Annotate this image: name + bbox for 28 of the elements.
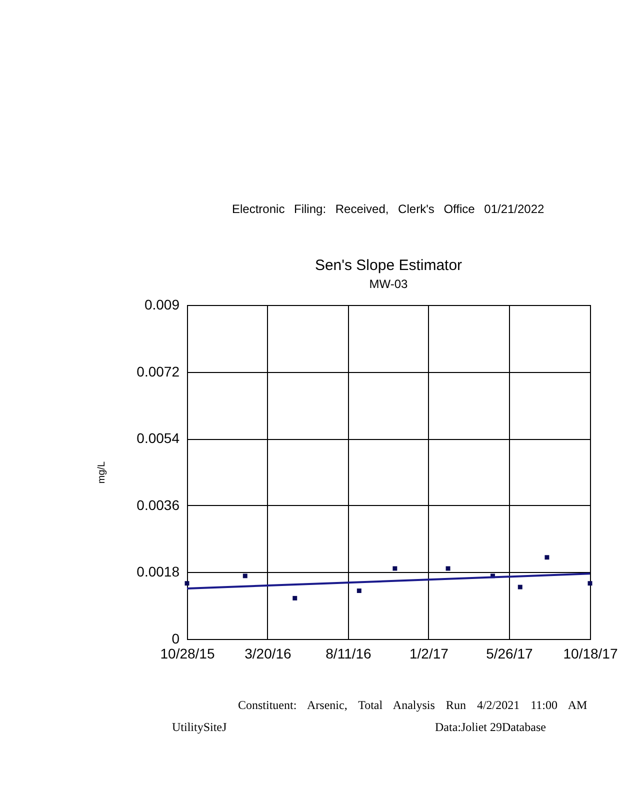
- point: [588, 581, 592, 586]
- y-tick-label: 0.0054: [136, 430, 180, 446]
- x-tick-label: 5/26/17: [486, 646, 534, 662]
- text: UtilitySiteJ: [172, 720, 227, 735]
- chart-subtitle: MW-03: [369, 277, 408, 291]
- y-axis-title: mg/L: [96, 460, 108, 484]
- point: [184, 581, 190, 586]
- text: Constituent: Arsenic, Total Analysis Run 4/2/2021 11:00 AM: [238, 698, 588, 713]
- text: Data:Joliet 29Database: [435, 720, 546, 735]
- y-tick-label: 0.009: [144, 296, 180, 312]
- x-tick-label: 10/28/15: [160, 646, 215, 662]
- chart-title: Sen's Slope Estimator: [314, 257, 462, 274]
- point: [356, 588, 362, 593]
- y-tick-label: 0.0018: [136, 564, 180, 580]
- y-tick-label: 0.0072: [136, 363, 180, 380]
- point: [242, 574, 248, 578]
- point: [446, 566, 450, 571]
- y-tick-label: 0: [172, 630, 180, 646]
- text: Electronic Filing: Received, Clerk's Office 01/21/2022: [232, 202, 544, 216]
- x-tick-label: 8/11/16: [326, 646, 372, 662]
- x-tick-label: 1/2/17: [409, 646, 449, 662]
- x-tick-label: 10/18/17: [563, 646, 618, 662]
- y-tick-label: 0.0036: [136, 496, 180, 513]
- point: [544, 555, 550, 560]
- point: [518, 584, 522, 590]
- x-tick-label: 3/20/16: [244, 646, 292, 662]
- point: [292, 596, 298, 600]
- point: [392, 566, 398, 571]
